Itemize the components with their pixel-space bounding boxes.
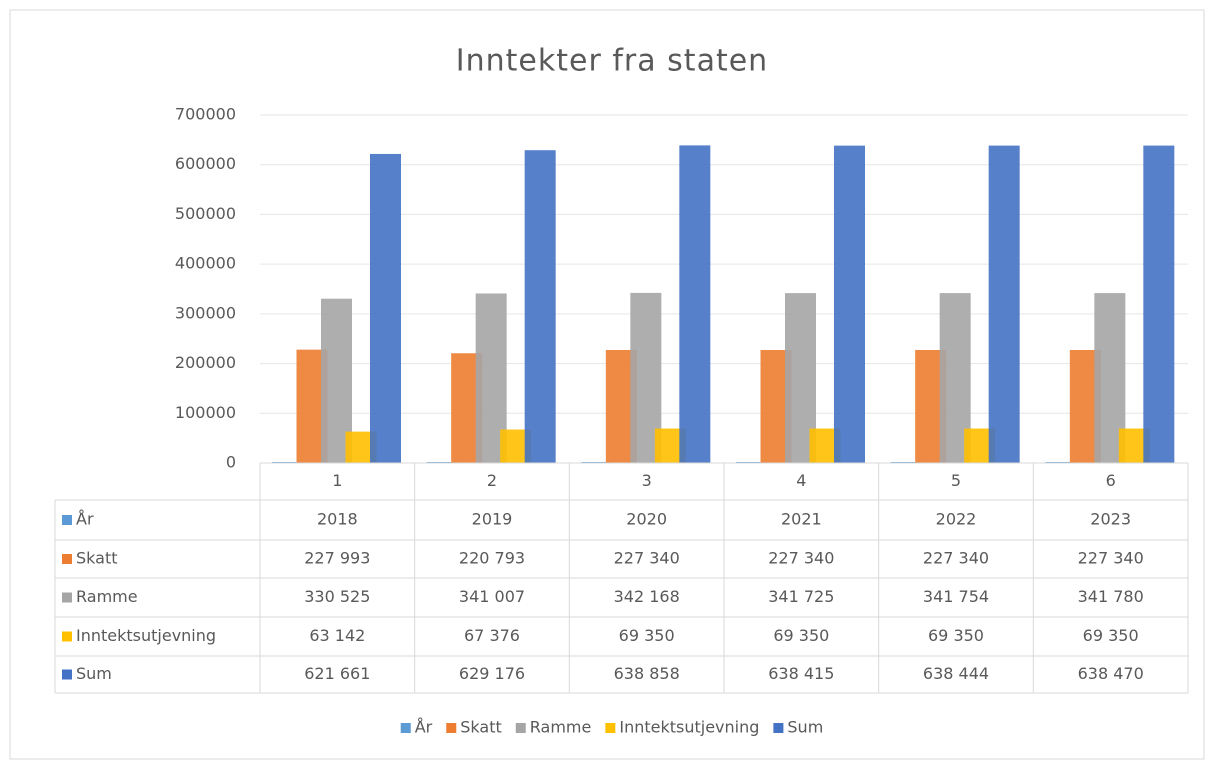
table-cell: 69 350 <box>773 626 829 645</box>
table-cell: 63 142 <box>309 626 365 645</box>
table-cell: 638 444 <box>923 664 989 683</box>
table-cell: 227 340 <box>614 549 680 568</box>
table-cell: 342 168 <box>614 587 680 606</box>
y-tick-label: 700000 <box>175 105 236 124</box>
x-tick-label: 3 <box>642 471 652 490</box>
table-cell: 638 858 <box>614 664 680 683</box>
legend-key <box>62 592 72 603</box>
bar <box>890 461 922 463</box>
bar <box>370 153 401 463</box>
legend-key <box>605 723 616 733</box>
table-cell: 67 376 <box>464 626 520 645</box>
legend-key <box>515 723 526 733</box>
table-cell: 341 007 <box>459 587 525 606</box>
bar <box>524 150 556 463</box>
y-tick-label: 0 <box>226 453 236 472</box>
bar <box>1143 145 1175 463</box>
bar <box>426 461 458 463</box>
row-header: Ramme <box>76 587 138 606</box>
x-tick-label: 1 <box>332 471 342 490</box>
legend-label: Ramme <box>530 718 592 737</box>
table-cell: 69 350 <box>928 626 984 645</box>
y-tick-label: 300000 <box>175 303 236 322</box>
y-tick-label: 500000 <box>175 204 236 223</box>
legend-key <box>62 669 72 680</box>
bar <box>679 145 711 463</box>
table-cell: 341 754 <box>923 587 989 606</box>
legend-key <box>62 554 72 564</box>
chart-title: Inntekter fra staten <box>456 44 768 79</box>
table-cell: 2019 <box>472 510 513 529</box>
table-cell: 341 780 <box>1078 587 1144 606</box>
table-cell: 227 340 <box>923 549 989 568</box>
table-cell: 638 470 <box>1078 664 1144 683</box>
table-cell: 69 350 <box>619 626 675 645</box>
x-tick-label: 6 <box>1106 471 1116 490</box>
bar <box>272 461 303 463</box>
x-tick-label: 2 <box>487 471 497 490</box>
legend-key <box>62 631 72 642</box>
table-cell: 220 793 <box>459 549 525 568</box>
table-cell: 629 176 <box>459 664 525 683</box>
legend-label: Skatt <box>460 718 502 737</box>
table-cell: 330 525 <box>304 587 370 606</box>
x-tick-label: 5 <box>951 471 961 490</box>
table-cell: 2022 <box>936 510 977 529</box>
x-tick-label: 4 <box>796 471 806 490</box>
legend-label: Sum <box>787 718 823 737</box>
table-cell: 621 661 <box>304 664 370 683</box>
table-cell: 2023 <box>1090 510 1131 529</box>
bar <box>834 145 865 463</box>
table-cell: 638 415 <box>768 664 834 683</box>
y-tick-label: 600000 <box>175 154 236 173</box>
row-header: Skatt <box>76 549 118 568</box>
legend-label: Inntektsutjevning <box>619 718 759 737</box>
table-cell: 227 340 <box>1078 549 1144 568</box>
table-cell: 2018 <box>317 510 358 529</box>
bar <box>581 461 613 463</box>
bar <box>988 145 1020 464</box>
table-cell: 227 993 <box>304 549 370 568</box>
bar <box>736 461 767 463</box>
table-cell: 2021 <box>781 510 822 529</box>
table-cell: 341 725 <box>768 587 834 606</box>
legend-key <box>62 515 72 525</box>
table-cell: 2020 <box>626 510 667 529</box>
y-tick-label: 100000 <box>175 403 236 422</box>
legend-key <box>400 723 411 733</box>
row-header: År <box>76 510 94 529</box>
legend-key <box>446 723 457 733</box>
row-header: Inntektsutjevning <box>76 626 216 645</box>
y-tick-label: 400000 <box>175 254 236 273</box>
legend-key <box>773 723 784 733</box>
row-header: Sum <box>76 664 112 683</box>
bar <box>1045 461 1077 463</box>
table-cell: 227 340 <box>768 549 834 568</box>
table-cell: 69 350 <box>1083 626 1139 645</box>
legend-label: År <box>415 718 433 737</box>
y-tick-label: 200000 <box>175 353 236 372</box>
